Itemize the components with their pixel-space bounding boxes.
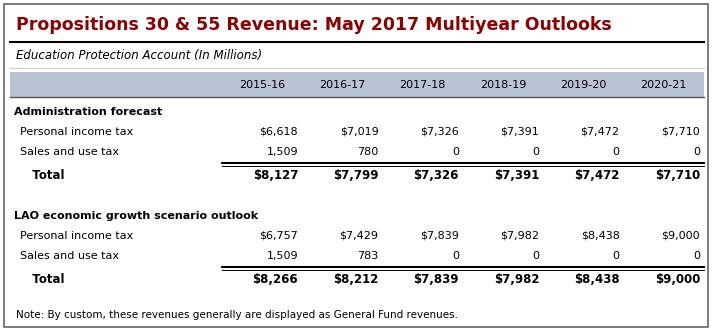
Text: $9,000: $9,000 bbox=[661, 231, 700, 241]
Text: $7,326: $7,326 bbox=[420, 127, 459, 137]
Text: 0: 0 bbox=[533, 147, 539, 157]
Text: $7,799: $7,799 bbox=[333, 169, 379, 182]
Text: 783: 783 bbox=[357, 251, 379, 261]
Text: 1,509: 1,509 bbox=[266, 147, 298, 157]
Text: Sales and use tax: Sales and use tax bbox=[20, 251, 119, 261]
Text: $7,019: $7,019 bbox=[340, 127, 379, 137]
Text: Propositions 30 & 55 Revenue: May 2017 Multiyear Outlooks: Propositions 30 & 55 Revenue: May 2017 M… bbox=[16, 16, 612, 33]
Text: 2016-17: 2016-17 bbox=[319, 79, 365, 89]
Text: $6,618: $6,618 bbox=[259, 127, 298, 137]
Text: $7,391: $7,391 bbox=[501, 127, 539, 137]
Text: $7,710: $7,710 bbox=[655, 169, 700, 182]
Text: $8,212: $8,212 bbox=[333, 273, 379, 286]
Text: Personal income tax: Personal income tax bbox=[20, 231, 133, 241]
Text: $7,391: $7,391 bbox=[494, 169, 539, 182]
Text: 0: 0 bbox=[693, 251, 700, 261]
Text: $7,982: $7,982 bbox=[493, 273, 539, 286]
Text: 780: 780 bbox=[357, 147, 379, 157]
Text: Total: Total bbox=[24, 169, 65, 182]
Text: Note: By custom, these revenues generally are displayed as General Fund revenues: Note: By custom, these revenues generall… bbox=[16, 310, 458, 320]
Text: 0: 0 bbox=[452, 251, 459, 261]
Text: $8,127: $8,127 bbox=[253, 169, 298, 182]
Text: 0: 0 bbox=[612, 147, 619, 157]
Text: $7,472: $7,472 bbox=[580, 127, 619, 137]
Text: $7,839: $7,839 bbox=[414, 273, 459, 286]
Text: Total: Total bbox=[24, 273, 65, 286]
Text: Education Protection Account (In Millions): Education Protection Account (In Million… bbox=[16, 49, 262, 62]
Bar bbox=[10, 7, 704, 42]
Text: Personal income tax: Personal income tax bbox=[20, 127, 133, 137]
Text: $7,472: $7,472 bbox=[575, 169, 619, 182]
Text: Sales and use tax: Sales and use tax bbox=[20, 147, 119, 157]
Text: $7,982: $7,982 bbox=[501, 231, 539, 241]
Text: $8,266: $8,266 bbox=[253, 273, 298, 286]
Text: 2018-19: 2018-19 bbox=[480, 79, 526, 89]
Text: $8,438: $8,438 bbox=[581, 231, 619, 241]
Text: 0: 0 bbox=[452, 147, 459, 157]
Text: 2019-20: 2019-20 bbox=[560, 79, 607, 89]
Text: $8,438: $8,438 bbox=[574, 273, 619, 286]
Text: $7,710: $7,710 bbox=[661, 127, 700, 137]
Text: 0: 0 bbox=[533, 251, 539, 261]
Text: $7,839: $7,839 bbox=[420, 231, 459, 241]
Text: 2020-21: 2020-21 bbox=[641, 79, 687, 89]
Bar bbox=[10, 72, 704, 97]
Text: 0: 0 bbox=[612, 251, 619, 261]
Text: $7,326: $7,326 bbox=[414, 169, 459, 182]
Text: Administration forecast: Administration forecast bbox=[14, 107, 162, 117]
Text: $6,757: $6,757 bbox=[259, 231, 298, 241]
Text: $7,429: $7,429 bbox=[340, 231, 379, 241]
Text: $9,000: $9,000 bbox=[654, 273, 700, 286]
Text: LAO economic growth scenario outlook: LAO economic growth scenario outlook bbox=[14, 211, 258, 221]
Text: 2015-16: 2015-16 bbox=[239, 79, 285, 89]
Text: 0: 0 bbox=[693, 147, 700, 157]
Text: 1,509: 1,509 bbox=[266, 251, 298, 261]
Text: 2017-18: 2017-18 bbox=[399, 79, 446, 89]
